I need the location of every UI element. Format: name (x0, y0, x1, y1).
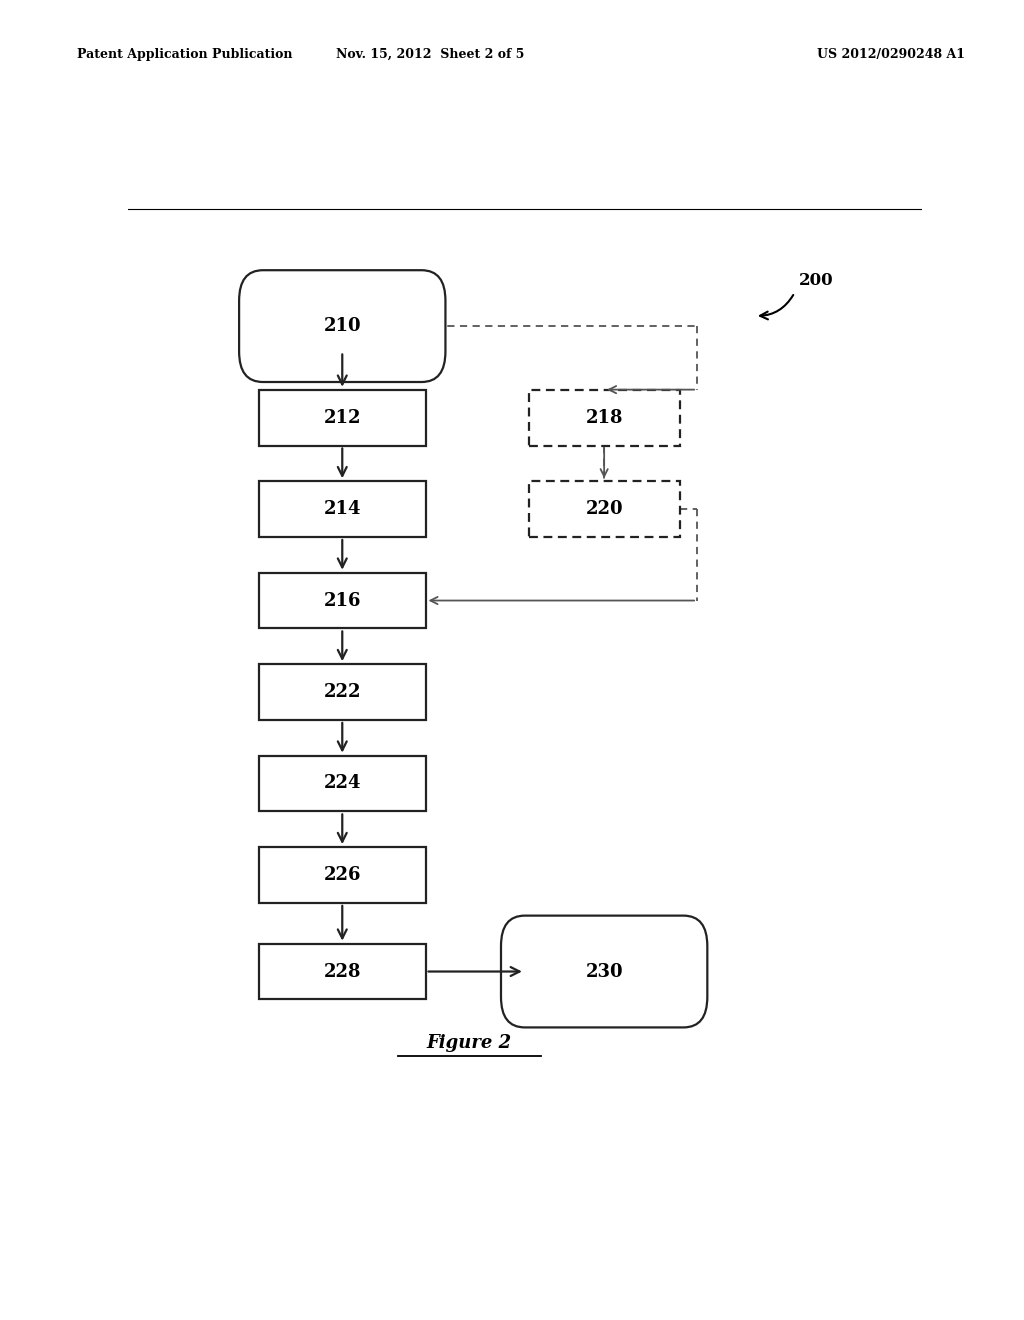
Text: 216: 216 (324, 591, 361, 610)
FancyBboxPatch shape (259, 389, 426, 446)
Text: 210: 210 (324, 317, 361, 335)
Text: 224: 224 (324, 775, 361, 792)
FancyBboxPatch shape (259, 847, 426, 903)
FancyBboxPatch shape (528, 389, 680, 446)
FancyBboxPatch shape (528, 480, 680, 537)
FancyBboxPatch shape (259, 664, 426, 719)
FancyBboxPatch shape (240, 271, 445, 381)
Text: 218: 218 (586, 409, 623, 426)
Text: 222: 222 (324, 682, 361, 701)
Text: 226: 226 (324, 866, 361, 884)
FancyBboxPatch shape (501, 916, 708, 1027)
Text: 212: 212 (324, 409, 361, 426)
Text: 228: 228 (324, 962, 361, 981)
Text: Patent Application Publication: Patent Application Publication (77, 48, 292, 61)
FancyBboxPatch shape (259, 480, 426, 537)
Text: 230: 230 (586, 962, 623, 981)
Text: Nov. 15, 2012  Sheet 2 of 5: Nov. 15, 2012 Sheet 2 of 5 (336, 48, 524, 61)
FancyBboxPatch shape (259, 573, 426, 628)
Text: 200: 200 (799, 272, 834, 289)
FancyBboxPatch shape (259, 755, 426, 812)
Text: Figure 2: Figure 2 (427, 1034, 512, 1052)
FancyBboxPatch shape (259, 944, 426, 999)
Text: US 2012/0290248 A1: US 2012/0290248 A1 (817, 48, 965, 61)
Text: 220: 220 (586, 500, 623, 517)
Text: 214: 214 (324, 500, 361, 517)
